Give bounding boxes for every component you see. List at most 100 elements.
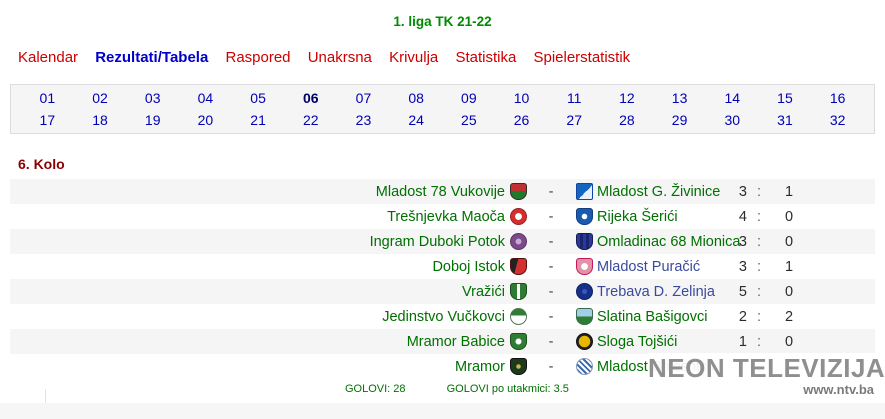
home-team-link[interactable]: Trešnjevka Maoča	[387, 208, 505, 225]
score-separator: :	[756, 183, 762, 200]
nav-krivulja[interactable]: Krivulja	[389, 49, 439, 66]
round-link[interactable]: 02	[92, 90, 108, 106]
round-link[interactable]: 27	[566, 112, 582, 128]
round-link[interactable]: 13	[671, 90, 688, 106]
away-team-link[interactable]: Trebava D. Zelinja	[597, 283, 715, 300]
away-team-badge-icon	[575, 233, 593, 250]
away-team-link[interactable]: Mladost Puračić	[597, 258, 701, 275]
away-team-link[interactable]: Rijeka Šerići	[597, 208, 678, 225]
home-team-link[interactable]: Doboj Istok	[432, 258, 505, 275]
away-team-badge-icon	[575, 258, 593, 275]
score-separator: :	[756, 258, 762, 275]
round-link[interactable]: 21	[250, 112, 266, 128]
home-score: 3	[738, 258, 747, 275]
match-row: Mladost 78 Vukovije - Mladost G. Živinic…	[10, 179, 875, 204]
rounds-selector: 01 02 03 04 05 06 07 08 09 10 11 12 13 14 15 16 17 18 19 2…	[10, 84, 875, 134]
away-team-link[interactable]: Slatina Bašigovci	[597, 308, 708, 325]
rounds-row-2: 17 18 19 20 21 22 23 24 25 26 27 28 29 30 31 32	[11, 109, 874, 131]
round-link[interactable]: 08	[408, 90, 424, 106]
home-team-link[interactable]: Mramor Babice	[406, 333, 505, 350]
nav-raspored[interactable]: Raspored	[225, 49, 291, 66]
score-separator: :	[756, 233, 762, 250]
round-link[interactable]: 05	[250, 90, 266, 106]
score-separator: :	[756, 333, 762, 350]
round-link: 06	[302, 90, 319, 106]
goals-summary: GOLOVI: 28 GOLOVI po utakmici: 3.5	[345, 383, 607, 395]
round-heading: 6. Kolo	[18, 156, 65, 172]
home-team-badge-icon	[509, 358, 527, 375]
round-link[interactable]: 29	[671, 112, 688, 128]
score-separator: :	[756, 208, 762, 225]
round-link[interactable]: 09	[461, 90, 477, 106]
rounds-row-1: 01 02 03 04 05 06 07 08 09 10 11 12 13 14 15 16	[11, 87, 874, 109]
round-link[interactable]: 32	[829, 112, 846, 128]
home-team-link[interactable]: Vražići	[462, 283, 505, 300]
round-link[interactable]: 12	[619, 90, 635, 106]
round-link[interactable]: 01	[39, 90, 56, 106]
goals-total: GOLOVI: 28	[345, 383, 406, 395]
score-separator: :	[756, 308, 762, 325]
round-link[interactable]: 22	[302, 112, 319, 128]
round-link[interactable]: 17	[39, 112, 56, 128]
home-team-badge-icon	[509, 208, 527, 225]
away-score: 0	[785, 233, 794, 250]
home-team-badge-icon	[509, 233, 527, 250]
nav-spielerstatistik[interactable]: Spielerstatistik	[533, 49, 631, 66]
away-score: 2	[785, 308, 794, 325]
vs-separator: -	[548, 258, 554, 275]
match-row: Ingram Duboki Potok - Omladinac 68 Mioni…	[10, 229, 875, 254]
border-artifact	[45, 389, 46, 403]
nav-statistika[interactable]: Statistika	[455, 49, 517, 66]
away-team-badge-icon	[575, 358, 593, 375]
nav-rezultati-tabela[interactable]: Rezultati/Tabela	[95, 49, 209, 66]
match-row: Mramor Babice - Sloga Tojšići 1 : 0	[10, 329, 875, 354]
away-team-badge-icon	[575, 308, 593, 325]
nav-unakrsna[interactable]: Unakrsna	[307, 49, 372, 66]
round-link[interactable]: 25	[461, 112, 477, 128]
away-team-link[interactable]: Mladost G. Živinice	[597, 183, 721, 200]
away-team-link[interactable]: Sloga Tojšići	[597, 333, 678, 350]
home-team-link[interactable]: Ingram Duboki Potok	[369, 233, 505, 250]
vs-separator: -	[548, 208, 554, 225]
round-link[interactable]: 10	[513, 90, 530, 106]
round-link[interactable]: 07	[355, 90, 372, 106]
away-score: 0	[785, 283, 794, 300]
round-link[interactable]: 24	[408, 112, 424, 128]
round-link[interactable]: 20	[197, 112, 214, 128]
away-score: 1	[785, 183, 794, 200]
round-link[interactable]: 11	[566, 90, 582, 106]
round-link[interactable]: 16	[829, 90, 846, 106]
away-team-link[interactable]: Omladinac 68 Mionica	[597, 233, 741, 250]
home-team-badge-icon	[509, 308, 527, 325]
home-team-badge-icon	[509, 258, 527, 275]
round-link[interactable]: 15	[777, 90, 793, 106]
round-link[interactable]: 28	[619, 112, 635, 128]
home-score: 4	[738, 208, 747, 225]
round-link[interactable]: 23	[355, 112, 372, 128]
round-link[interactable]: 31	[777, 112, 793, 128]
round-link[interactable]: 30	[724, 112, 741, 128]
vs-separator: -	[548, 333, 554, 350]
round-link[interactable]: 19	[144, 112, 161, 128]
round-link[interactable]: 03	[144, 90, 161, 106]
nav-bar: Kalendar Rezultati/Tabela Raspored Unakr…	[18, 49, 643, 66]
nav-kalendar[interactable]: Kalendar	[18, 49, 79, 66]
vs-separator: -	[548, 308, 554, 325]
home-score: 3	[738, 183, 747, 200]
match-row: Vražići - Trebava D. Zelinja 5 : 0	[10, 279, 875, 304]
round-link[interactable]: 04	[197, 90, 214, 106]
home-team-badge-icon	[509, 333, 527, 350]
home-team-link[interactable]: Mladost 78 Vukovije	[375, 183, 505, 200]
away-score: 0	[785, 333, 794, 350]
match-row: Trešnjevka Maoča - Rijeka Šerići 4 : 0	[10, 204, 875, 229]
home-team-link[interactable]: Mramor	[455, 358, 505, 375]
home-score: 5	[738, 283, 747, 300]
away-score: 0	[785, 208, 794, 225]
watermark-url: www.ntv.ba	[803, 382, 874, 397]
round-link[interactable]: 26	[513, 112, 530, 128]
round-link[interactable]: 14	[724, 90, 741, 106]
home-team-link[interactable]: Jedinstvo Vučkovci	[382, 308, 505, 325]
home-team-badge-icon	[509, 283, 527, 300]
round-link[interactable]: 18	[92, 112, 108, 128]
